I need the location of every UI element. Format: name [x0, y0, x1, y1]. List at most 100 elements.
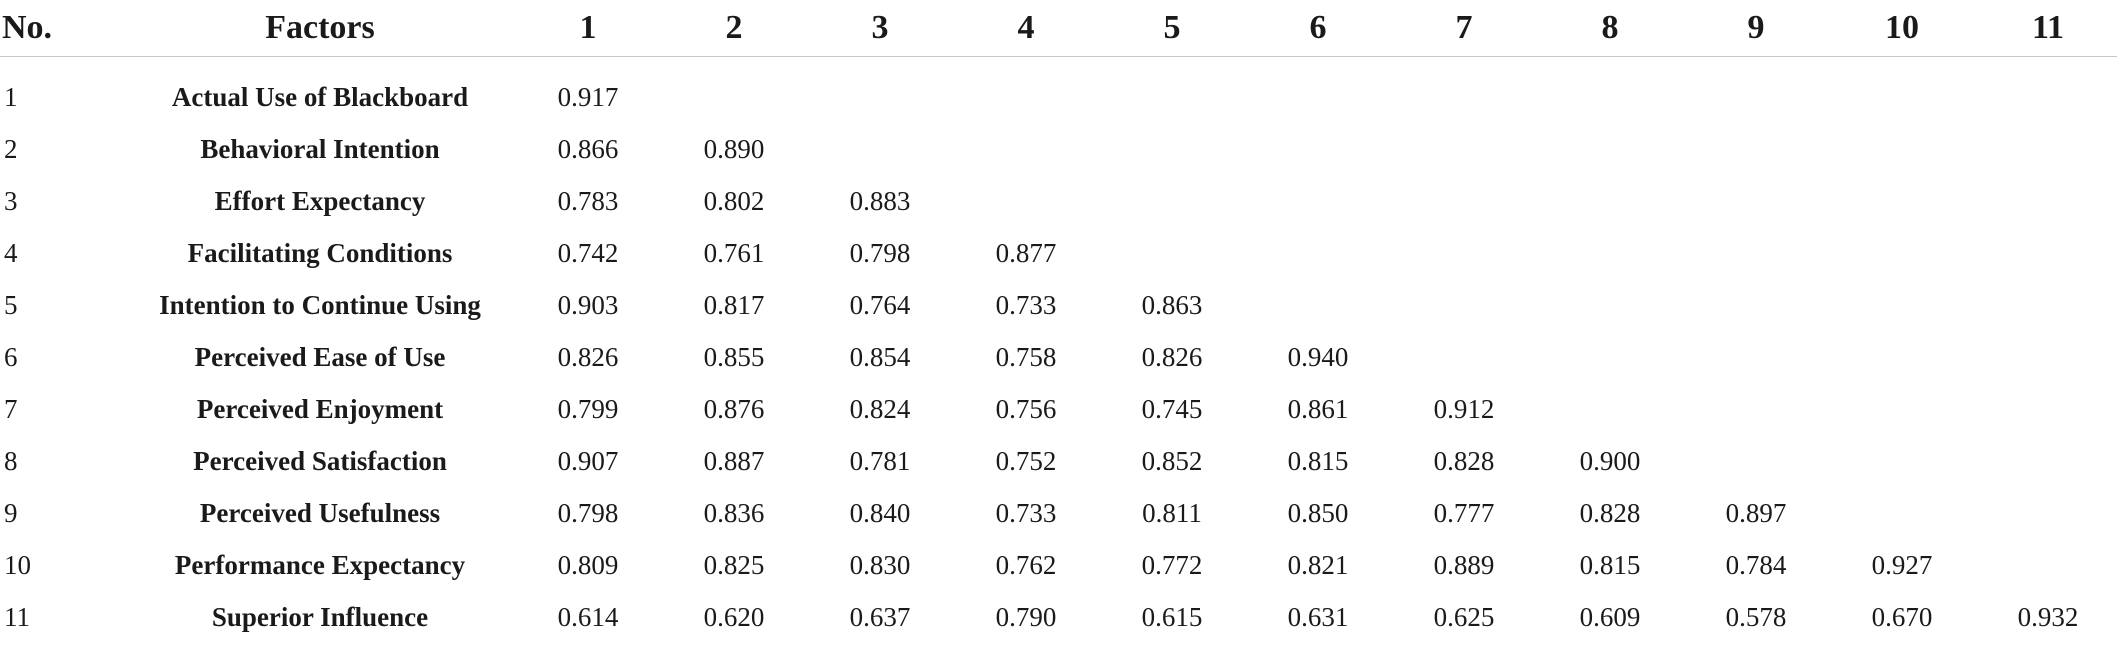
factor-name: Behavioral Intention: [200, 133, 440, 164]
correlation-cell: 0.912: [1433, 393, 1495, 424]
correlation-cell: 0.752: [995, 445, 1057, 476]
correlation-cell: 0.821: [1287, 549, 1349, 580]
row-number: 10: [4, 549, 31, 580]
correlation-cell: [1683, 435, 1829, 487]
correlation-cell: 0.783: [557, 185, 619, 216]
correlation-cell: 0.742: [557, 237, 619, 268]
header-col-3: 3: [871, 9, 889, 46]
header-col-4: 4: [1017, 9, 1035, 46]
correlation-cell: [661, 71, 807, 123]
correlation-cell: 0.940: [1287, 341, 1349, 372]
correlation-cell: [1975, 227, 2117, 279]
row-number: 11: [4, 601, 30, 632]
correlation-cell: [1537, 383, 1683, 435]
correlation-cell: 0.745: [1141, 393, 1203, 424]
table-row: 7 Perceived Enjoyment 0.799 0.876 0.824 0.756…: [0, 383, 2117, 435]
header-col-2: 2: [725, 9, 743, 46]
correlation-cell: 0.790: [995, 601, 1057, 632]
row-number: 3: [4, 185, 18, 216]
correlation-cell: 0.932: [2017, 601, 2079, 632]
correlation-cell: [807, 71, 953, 123]
correlation-cell: [1975, 435, 2117, 487]
correlation-cell: 0.826: [1141, 341, 1203, 372]
table-row: 9 Perceived Usefulness 0.798 0.836 0.840 0.73…: [0, 487, 2117, 539]
correlation-cell: [1829, 71, 1975, 123]
correlation-cell: 0.614: [557, 601, 619, 632]
correlation-cell: [1683, 279, 1829, 331]
correlation-cell: 0.883: [849, 185, 911, 216]
correlation-cell: [1683, 331, 1829, 383]
correlation-cell: 0.620: [703, 601, 765, 632]
table-row: 1 Actual Use of Blackboard 0.917: [0, 71, 2117, 123]
row-number: 1: [4, 81, 18, 112]
correlation-cell: [1975, 539, 2117, 591]
factor-name: Perceived Enjoyment: [196, 393, 444, 424]
correlation-cell: 0.861: [1287, 393, 1349, 424]
correlation-cell: 0.784: [1725, 549, 1787, 580]
correlation-cell: [1099, 175, 1245, 227]
correlation-cell: [1245, 175, 1391, 227]
correlation-cell: 0.625: [1433, 601, 1495, 632]
correlation-cell: 0.826: [557, 341, 619, 372]
correlation-cell: 0.811: [1142, 497, 1202, 528]
correlation-cell: 0.637: [849, 601, 911, 632]
correlation-cell: 0.866: [557, 133, 619, 164]
correlation-cell: [1683, 383, 1829, 435]
correlation-cell: 0.897: [1725, 497, 1787, 528]
correlation-cell: 0.852: [1141, 445, 1203, 476]
correlation-cell: [1683, 71, 1829, 123]
table-row: 4 Facilitating Conditions 0.742 0.761 0.798 0…: [0, 227, 2117, 279]
correlation-cell: 0.887: [703, 445, 765, 476]
table-row: 2 Behavioral Intention 0.866 0.890: [0, 123, 2117, 175]
table-row: 10 Performance Expectancy 0.809 0.825 0.830 0…: [0, 539, 2117, 591]
row-number: 5: [4, 289, 18, 320]
correlation-cell: [807, 123, 953, 175]
correlation-cell: [1829, 435, 1975, 487]
correlation-cell: [1099, 71, 1245, 123]
correlation-cell: 0.670: [1871, 601, 1933, 632]
correlation-cell: [1391, 123, 1537, 175]
correlation-cell: [1391, 331, 1537, 383]
correlation-cell: 0.917: [557, 81, 619, 112]
correlation-cell: [1829, 227, 1975, 279]
correlation-cell: [1245, 123, 1391, 175]
correlation-cell: [1537, 331, 1683, 383]
correlation-cell: [1099, 123, 1245, 175]
correlation-cell: [1099, 227, 1245, 279]
correlation-cell: 0.762: [995, 549, 1057, 580]
correlation-cell: [953, 123, 1099, 175]
correlation-cell: 0.798: [557, 497, 619, 528]
header-spacer: [0, 57, 2117, 72]
table-row: 5 Intention to Continue Using 0.903 0.817 0.…: [0, 279, 2117, 331]
correlation-cell: [1975, 123, 2117, 175]
factor-name: Actual Use of Blackboard: [171, 81, 469, 112]
correlation-cell: 0.799: [557, 393, 619, 424]
correlation-cell: [1537, 227, 1683, 279]
header-col-6: 6: [1309, 9, 1327, 46]
correlation-cell: [1829, 123, 1975, 175]
correlation-cell: 0.854: [849, 341, 911, 372]
header-col-10: 10: [1885, 9, 1919, 46]
correlation-cell: 0.863: [1141, 289, 1203, 320]
factor-name: Perceived Satisfaction: [193, 445, 447, 476]
correlation-cell: [1537, 71, 1683, 123]
correlation-cell: 0.817: [703, 289, 765, 320]
correlation-cell: 0.777: [1433, 497, 1495, 528]
correlation-cell: [1829, 487, 1975, 539]
row-number: 7: [4, 393, 18, 424]
correlation-cell: 0.855: [703, 341, 765, 372]
correlation-cell: [1975, 279, 2117, 331]
correlation-cell: 0.907: [557, 445, 619, 476]
correlation-cell: [1391, 175, 1537, 227]
correlation-cell: [1391, 227, 1537, 279]
factor-name: Facilitating Conditions: [187, 237, 453, 268]
row-number: 4: [4, 237, 18, 268]
correlation-cell: 0.631: [1287, 601, 1349, 632]
correlation-cell: 0.802: [703, 185, 765, 216]
correlation-cell: [953, 71, 1099, 123]
correlation-cell: 0.764: [849, 289, 911, 320]
correlation-cell: [1829, 331, 1975, 383]
correlation-cell: 0.836: [703, 497, 765, 528]
